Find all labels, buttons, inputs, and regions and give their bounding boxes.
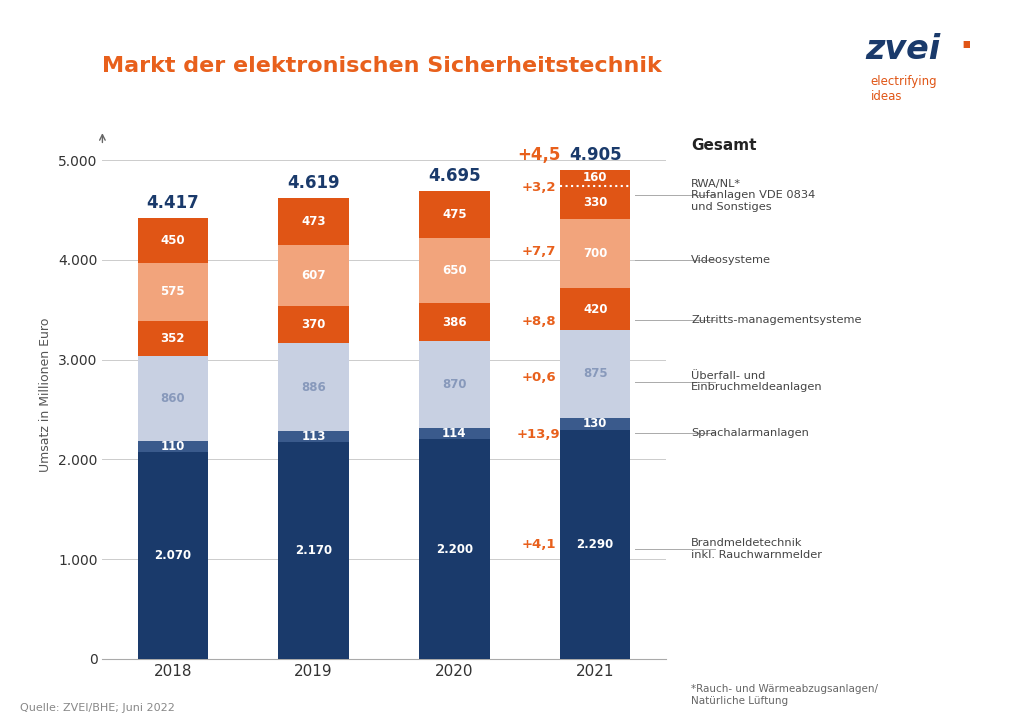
Text: 2.290: 2.290 xyxy=(577,538,613,551)
Bar xyxy=(279,442,349,659)
Text: 160: 160 xyxy=(583,171,607,184)
Bar xyxy=(279,432,349,442)
Text: 330: 330 xyxy=(583,195,607,209)
Text: +13,9: +13,9 xyxy=(517,428,561,441)
Text: electrifying
ideas: electrifying ideas xyxy=(870,75,937,103)
Text: 607: 607 xyxy=(301,269,326,282)
Text: 4.695: 4.695 xyxy=(428,167,480,185)
Bar xyxy=(137,321,208,355)
Text: ·: · xyxy=(959,30,973,64)
Bar xyxy=(560,330,631,418)
Bar xyxy=(137,452,208,659)
Text: 475: 475 xyxy=(442,208,467,221)
Text: 450: 450 xyxy=(161,235,185,248)
Bar xyxy=(560,219,631,288)
Text: Videosysteme: Videosysteme xyxy=(691,255,771,265)
Text: 4.905: 4.905 xyxy=(569,146,622,164)
Text: 4.619: 4.619 xyxy=(288,174,340,193)
Text: 420: 420 xyxy=(583,303,607,316)
Text: 130: 130 xyxy=(583,418,607,431)
Text: Sprachalarmanlagen: Sprachalarmanlagen xyxy=(691,429,809,439)
Bar xyxy=(560,169,631,185)
Text: 575: 575 xyxy=(161,285,185,298)
Bar xyxy=(137,442,208,452)
Text: 110: 110 xyxy=(161,440,185,453)
Text: 370: 370 xyxy=(301,318,326,331)
Bar xyxy=(419,238,489,303)
Bar xyxy=(279,306,349,343)
Text: 2.170: 2.170 xyxy=(295,544,332,557)
Text: 700: 700 xyxy=(583,247,607,260)
Bar xyxy=(137,264,208,321)
Text: 473: 473 xyxy=(301,215,326,228)
Bar xyxy=(137,355,208,442)
Text: RWA/NL*
Rufanlagen VDE 0834
und Sonstiges: RWA/NL* Rufanlagen VDE 0834 und Sonstige… xyxy=(691,179,815,211)
Text: zvei: zvei xyxy=(865,33,940,66)
Text: 4.417: 4.417 xyxy=(146,194,200,212)
Bar xyxy=(419,303,489,341)
Text: 2.070: 2.070 xyxy=(155,549,191,562)
Bar xyxy=(279,198,349,245)
Text: 886: 886 xyxy=(301,381,326,394)
Text: +3,2: +3,2 xyxy=(521,181,556,193)
Bar xyxy=(279,245,349,306)
Text: +4,1: +4,1 xyxy=(521,538,556,551)
Text: Brandmeldetechnik
inkl. Rauchwarnmelder: Brandmeldetechnik inkl. Rauchwarnmelder xyxy=(691,539,822,560)
Text: +4,5: +4,5 xyxy=(517,146,560,164)
Text: 875: 875 xyxy=(583,367,607,380)
Text: Gesamt: Gesamt xyxy=(691,138,757,153)
Bar xyxy=(419,439,489,659)
Text: 352: 352 xyxy=(161,332,185,345)
Text: 386: 386 xyxy=(442,316,467,329)
Bar xyxy=(560,418,631,431)
Text: Quelle: ZVEI/BHE; Juni 2022: Quelle: ZVEI/BHE; Juni 2022 xyxy=(20,703,175,713)
Text: 114: 114 xyxy=(442,427,467,440)
Bar xyxy=(560,431,631,659)
Bar xyxy=(419,341,489,428)
Text: 2.200: 2.200 xyxy=(436,543,473,555)
Text: Markt der elektronischen Sicherheitstechnik: Markt der elektronischen Sicherheitstech… xyxy=(102,56,663,76)
Y-axis label: Umsatz in Millionen Euro: Umsatz in Millionen Euro xyxy=(40,317,52,472)
Text: Zutritts­managementsysteme: Zutritts­managementsysteme xyxy=(691,315,862,325)
Text: 113: 113 xyxy=(301,430,326,443)
Bar xyxy=(560,288,631,330)
Text: 860: 860 xyxy=(161,392,185,405)
Text: +7,7: +7,7 xyxy=(521,245,556,258)
Bar xyxy=(419,428,489,439)
Bar xyxy=(137,219,208,264)
Text: Überfall- und
Einbruchmeldeanlagen: Überfall- und Einbruchmeldeanlagen xyxy=(691,371,823,392)
Bar xyxy=(419,190,489,238)
Bar xyxy=(279,343,349,432)
Bar xyxy=(560,185,631,219)
Text: +0,6: +0,6 xyxy=(521,371,556,384)
Text: 870: 870 xyxy=(442,378,467,391)
Text: 650: 650 xyxy=(442,264,467,277)
Text: *Rauch- und Wärmeabzugsanlagen/
Natürliche Lüftung: *Rauch- und Wärmeabzugsanlagen/ Natürlic… xyxy=(691,684,879,706)
Text: +8,8: +8,8 xyxy=(521,315,556,328)
